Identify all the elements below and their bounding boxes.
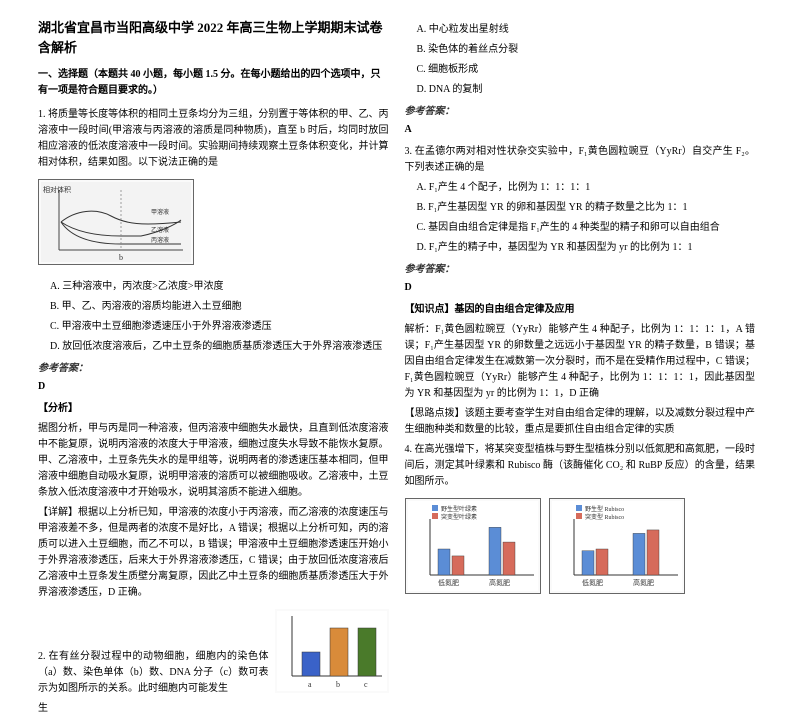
q3-knowledge-heading: 【知识点】基因的自由组合定律及应用 xyxy=(405,302,756,318)
q1-detail-body: 【详解】根据以上分析已知，甲溶液的浓度小于丙溶液，而乙溶液的浓度速压与甲溶液差不… xyxy=(38,505,389,601)
q2-continuation: 生 xyxy=(38,701,389,717)
q1-answer: D xyxy=(38,379,389,395)
q3-option-c: C. 基因自由组合定律是指 F₁产生的 4 种类型的精子和卵可以自由组合 xyxy=(417,220,756,236)
q3-stem: 3. 在孟德尔两对相对性状杂交实验中，F₁黄色圆粒豌豆（YyRr）自交产生 F₂… xyxy=(405,144,756,176)
q1-option-a: A. 三种溶液中，丙浓度>乙浓度>甲浓度 xyxy=(50,279,389,295)
q3-option-d: D. F₁产生的精子中，基因型为 YR 和基因型为 yr 的比例为 1：1 xyxy=(417,240,756,256)
svg-text:丙溶液: 丙溶液 xyxy=(151,236,169,244)
q2-answer: A xyxy=(405,122,756,138)
svg-text:高氮肥: 高氮肥 xyxy=(489,578,510,587)
q1-analysis-body: 据图分析，甲与丙是同一种溶液，但丙溶液中细胞失水最快，且直到低浓度溶液中不能复原… xyxy=(38,421,389,501)
q1-option-b: B. 甲、乙、丙溶液的溶质均能进入土豆细胞 xyxy=(50,299,389,315)
q3-answer: D xyxy=(405,280,756,296)
q3-answer-heading: 参考答案： xyxy=(405,262,756,278)
q2-option-c: C. 细胞板形成 xyxy=(417,62,756,78)
svg-text:低氮肥: 低氮肥 xyxy=(582,578,603,587)
svg-text:突变型叶绿素: 突变型叶绿素 xyxy=(441,513,477,521)
right-column: A. 中心粒发出星射线 B. 染色体的着丝点分裂 C. 细胞板形成 D. DNA… xyxy=(397,18,764,543)
svg-text:野生型叶绿素: 野生型叶绿素 xyxy=(441,505,477,513)
left-column: 湖北省宜昌市当阳高级中学 2022 年高三生物上学期期末试卷含解析 一、选择题（… xyxy=(30,18,397,543)
svg-text:a: a xyxy=(308,680,312,689)
q3-option-b: B. F₁产生基因型 YR 的卵和基因型 YR 的精子数量之比为 1：1 xyxy=(417,200,756,216)
q2-option-d: D. DNA 的复制 xyxy=(417,82,756,98)
q4-charts-row: 野生型叶绿素突变型叶绿素低氮肥高氮肥 野生型 Rubisco突变型 Rubisc… xyxy=(405,494,756,598)
q1-answer-heading: 参考答案： xyxy=(38,361,389,377)
q4-stem: 4. 在高光强增下，将某突变型植株与野生型植株分别以低氮肥和高氮肥，一段时间后，… xyxy=(405,442,756,490)
q3-thinking: 【思路点拨】该题主要考查学生对自由组合定律的理解，以及减数分裂过程中产生细胞种类… xyxy=(405,406,756,438)
svg-text:突变型 Rubisco: 突变型 Rubisco xyxy=(585,513,624,521)
q1-option-c: C. 甲溶液中土豆细胞渗透速压小于外界溶液渗透压 xyxy=(50,319,389,335)
svg-text:乙溶液: 乙溶液 xyxy=(151,226,169,234)
q2-option-b: B. 染色体的着丝点分裂 xyxy=(417,42,756,58)
q2-option-a: A. 中心粒发出星射线 xyxy=(417,22,756,38)
q1-analysis-heading: 【分析】 xyxy=(38,401,389,417)
q1-option-d: D. 放回低浓度溶液后，乙中土豆条的细胞质基质渗透压大于外界溶液渗透压 xyxy=(50,339,389,355)
q1-stem: 1. 将质量等长度等体积的相同土豆条均分为三组，分别置于等体积的甲、乙、丙溶液中… xyxy=(38,107,389,171)
q2-stem: 2. 在有丝分裂过程中的动物细胞，细胞内的染色体（a）数、染色单体（b）数、DN… xyxy=(38,649,269,697)
q2-answer-heading: 参考答案： xyxy=(405,104,756,120)
q3-explanation: 解析：F₁黄色圆粒豌豆（YyRr）能够产生 4 种配子，比例为 1：1：1：1，… xyxy=(405,322,756,402)
section-1-heading: 一、选择题（本题共 40 小题，每小题 1.5 分。在每小题给出的四个选项中，只… xyxy=(38,67,389,99)
q1-chart: b 相对体积甲溶液乙溶液丙溶液 xyxy=(38,179,194,265)
q2-row: 2. 在有丝分裂过程中的动物细胞，细胞内的染色体（a）数、染色单体（b）数、DN… xyxy=(38,605,389,697)
svg-text:相对体积: 相对体积 xyxy=(43,185,71,194)
svg-text:b: b xyxy=(119,253,123,262)
svg-text:低氮肥: 低氮肥 xyxy=(438,578,459,587)
doc-title: 湖北省宜昌市当阳高级中学 2022 年高三生物上学期期末试卷含解析 xyxy=(38,18,389,57)
svg-text:高氮肥: 高氮肥 xyxy=(633,578,654,587)
svg-text:野生型 Rubisco: 野生型 Rubisco xyxy=(585,505,624,513)
q3-option-a: A. F₁产生 4 个配子，比例为 1：1：1：1 xyxy=(417,180,756,196)
svg-text:c: c xyxy=(364,680,368,689)
q4-chart-2: 野生型 Rubisco突变型 Rubisco 低氮肥 高氮肥 xyxy=(549,498,685,594)
svg-text:甲溶液: 甲溶液 xyxy=(151,208,169,216)
q2-chart: a b c xyxy=(275,609,389,693)
q4-chart-1: 野生型叶绿素突变型叶绿素低氮肥 高氮肥 xyxy=(405,498,541,594)
svg-text:b: b xyxy=(336,680,340,689)
